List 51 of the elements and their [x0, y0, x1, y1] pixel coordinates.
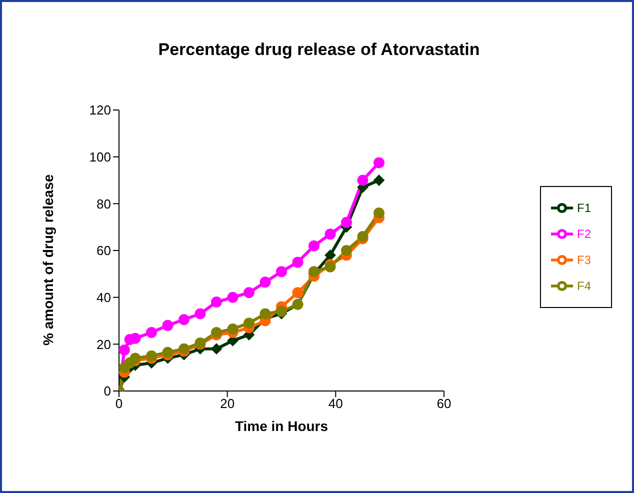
point — [340, 216, 352, 228]
legend-label: F2 — [576, 226, 591, 240]
point — [210, 326, 222, 338]
point — [292, 287, 304, 298]
point — [357, 174, 368, 186]
point — [324, 228, 336, 240]
point — [276, 266, 287, 278]
x-tick-label: 20 — [220, 396, 235, 412]
y-tick-label: 60 — [96, 243, 111, 258]
point — [119, 344, 130, 356]
y-tick-label: 120 — [89, 102, 111, 118]
x-tick-label: 40 — [328, 396, 343, 412]
point — [308, 240, 320, 252]
point — [130, 332, 141, 344]
point — [227, 323, 238, 334]
x-tick-label: 60 — [436, 396, 452, 412]
point — [178, 343, 190, 354]
y-tick-label: 40 — [96, 290, 111, 305]
y-tick-label: 20 — [96, 336, 111, 352]
point — [210, 296, 222, 308]
chart-title: Percentage drug release of Atorvastatin — [157, 40, 481, 60]
point — [373, 157, 384, 168]
x-tick-label: 0 — [115, 396, 123, 412]
point — [276, 306, 287, 317]
point — [373, 174, 384, 186]
point — [227, 292, 238, 303]
point — [292, 256, 304, 268]
y-axis-title: % amount of drug release — [40, 174, 56, 346]
point — [146, 326, 157, 338]
point — [357, 230, 368, 242]
point — [373, 208, 384, 219]
point — [243, 287, 254, 298]
legend-label: F1 — [576, 200, 591, 214]
legend-label: F3 — [576, 252, 591, 266]
point — [194, 308, 206, 320]
point — [178, 314, 190, 326]
point — [308, 266, 320, 278]
point — [162, 320, 174, 331]
y-tick-label: 100 — [89, 149, 111, 164]
point — [260, 308, 271, 320]
x-axis-title: Time in Hours — [234, 418, 328, 434]
y-tick-label: 0 — [104, 384, 111, 399]
y-tick-label: 80 — [96, 196, 111, 212]
point — [146, 350, 157, 362]
point — [324, 250, 336, 261]
point — [260, 276, 271, 288]
point — [243, 318, 254, 329]
point — [340, 245, 352, 256]
point — [210, 343, 222, 354]
legend-label: F4 — [576, 278, 591, 292]
point — [162, 346, 174, 358]
